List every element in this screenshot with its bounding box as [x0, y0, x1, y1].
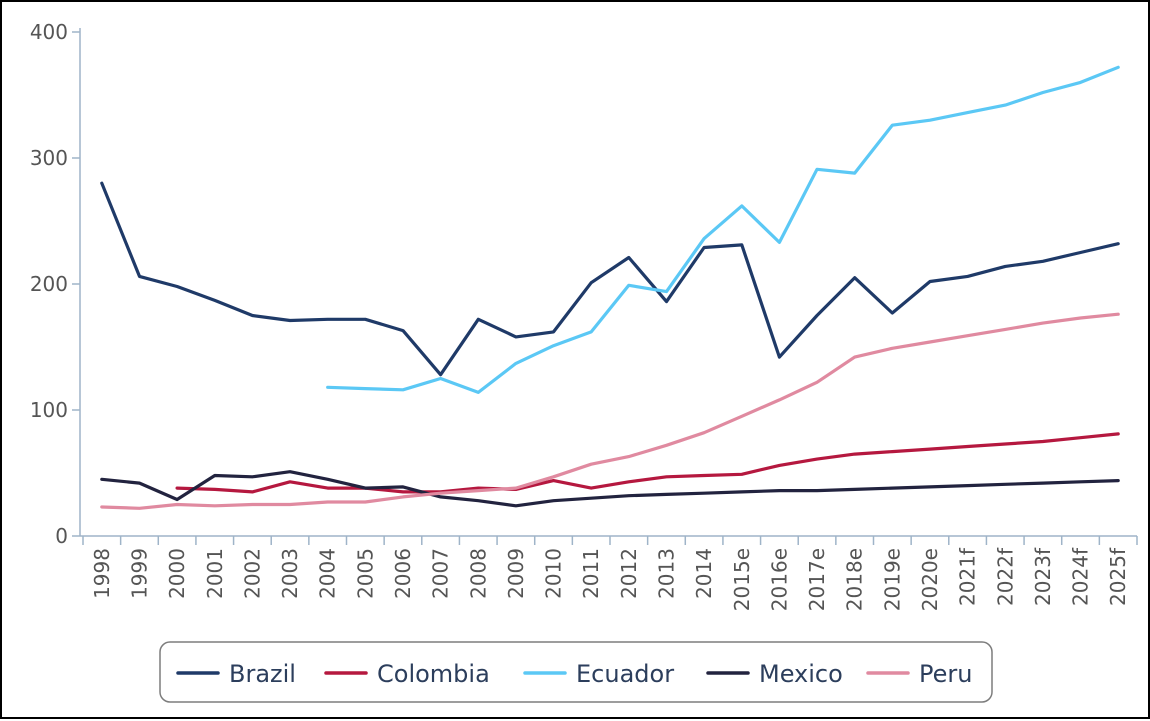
x-tick-label: 2007: [429, 548, 453, 599]
legend: Brazil Colombia Ecuador Mexico Peru: [159, 641, 993, 703]
legend-label-brazil: Brazil: [229, 660, 296, 688]
x-tick-label: 2022f: [993, 547, 1017, 606]
x-tick-label: 2014: [692, 548, 716, 599]
x-tick-label: 2024f: [1069, 547, 1093, 606]
x-tick-label: 2023f: [1031, 547, 1055, 606]
x-tick-label: 2019e: [880, 548, 904, 611]
legend-label-ecuador: Ecuador: [576, 660, 674, 688]
x-tick-label: 2015e: [730, 548, 754, 611]
x-tick-label: 2000: [165, 548, 189, 599]
series-line-ecuador: [326, 65, 1120, 394]
x-tick-label: 2010: [542, 548, 566, 599]
x-tick-label: 2020e: [918, 548, 942, 611]
x-tick-label: 2018e: [843, 548, 867, 611]
y-tick-label: 300: [30, 146, 68, 170]
x-tick-label: 2025f: [1106, 547, 1130, 606]
y-tick-label: 400: [30, 20, 68, 44]
x-tick-label: 2017e: [805, 548, 829, 611]
series-line-mexico: [100, 470, 1120, 508]
x-tick-label: 1999: [127, 548, 151, 599]
x-tick-label: 2003: [278, 548, 302, 599]
x-tick-label: 2005: [353, 548, 377, 599]
x-tick-label: 2013: [654, 548, 678, 599]
x-tick-label: 2001: [203, 548, 227, 599]
x-tick-label: 2012: [617, 548, 641, 599]
y-tick-label: 100: [30, 398, 68, 422]
legend-label-peru: Peru: [919, 660, 972, 688]
series-line-colombia: [175, 432, 1120, 494]
legend-label-mexico: Mexico: [759, 660, 843, 688]
x-tick-label: 1998: [90, 548, 114, 599]
legend-label-colombia: Colombia: [377, 660, 490, 688]
x-tick-label: 2006: [391, 548, 415, 599]
x-tick-label: 2011: [579, 548, 603, 599]
x-axis: 1998 1999 2000 2001 2002 2003 2004 2005 2006 2007…: [80, 535, 1138, 611]
x-tick-label: 2016e: [767, 548, 791, 611]
plot-area: [100, 65, 1120, 510]
y-tick-label: 200: [30, 272, 68, 296]
x-tick-label: 2004: [316, 548, 340, 599]
legend-box: [159, 641, 993, 703]
x-tick-label: 2009: [504, 548, 528, 599]
x-tick-label: 2021f: [956, 547, 980, 606]
y-axis: 0 100 200 300 400: [30, 20, 81, 548]
x-tick-label: 2008: [466, 548, 490, 599]
x-tick-label: 2002: [240, 548, 264, 599]
series-line-brazil: [100, 181, 1120, 377]
y-tick-label: 0: [55, 524, 68, 548]
series-line-peru: [100, 312, 1120, 510]
